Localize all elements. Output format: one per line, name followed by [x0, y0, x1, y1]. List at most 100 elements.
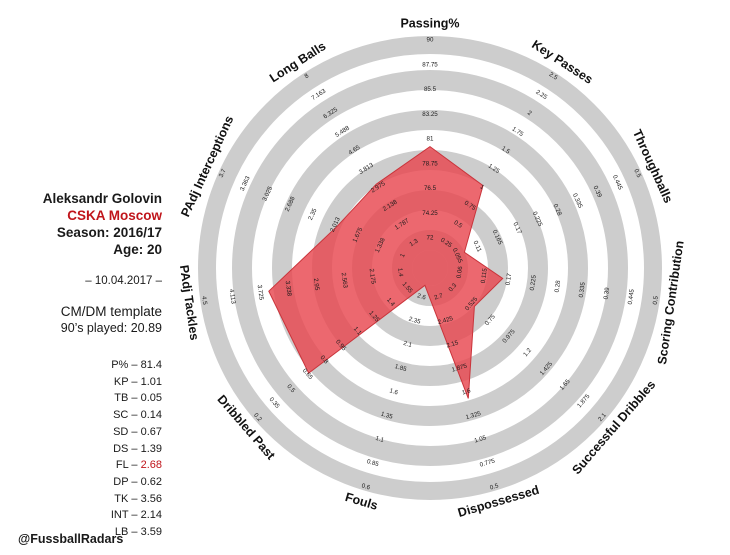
stat-value: 2.68 [140, 459, 162, 472]
stat-value: 2.14 [140, 509, 162, 522]
stat-label: LB – [114, 526, 141, 539]
stat-label: INT – [110, 509, 141, 522]
radar-tick-label: 1.35 [380, 411, 394, 421]
radar-tick-label: 0.5 [453, 219, 464, 230]
stat-value: 0.05 [140, 392, 162, 405]
radar-tick-label: 85.5 [424, 86, 437, 93]
player-value-polygon [268, 145, 504, 399]
stats-list: P% – 81.4 KP – 1.01 TB – 0.05 SC – 0.14 SD –… [60, 357, 162, 541]
stat-value: 3.59 [140, 526, 162, 539]
radar-tick-label: 2.15 [446, 339, 460, 349]
stat-label: SC – [113, 409, 141, 422]
stat-row: TB – 0.05 [60, 390, 162, 407]
radar-tick-label: 0.5 [652, 295, 660, 305]
radar-tick-label: 2.35 [408, 316, 422, 326]
radar-tick-label: 1.5 [500, 145, 511, 156]
stat-row: P% – 81.4 [60, 357, 162, 374]
radar-tick-label: 0.445 [627, 288, 636, 305]
stat-label: TK – [114, 492, 141, 505]
stat-label: SD – [113, 425, 141, 438]
radar-tick-label: 2.425 [437, 315, 454, 326]
stat-row: INT – 2.14 [60, 507, 162, 524]
radar-tick-label: 0.115 [480, 267, 489, 283]
stat-row: DP – 0.62 [60, 474, 162, 491]
stat-row: SC – 0.14 [60, 407, 162, 424]
radar-tick-label: 0.11 [472, 240, 483, 254]
radar-tick-label: 1.6 [389, 387, 400, 396]
radar-tick-label: 78.75 [422, 160, 438, 167]
radar-tick-label: 2 [526, 109, 533, 117]
radar-tick-label: 0.85 [366, 458, 380, 468]
stat-label: TB – [114, 392, 141, 405]
stat-row: LB – 3.59 [60, 524, 162, 541]
stat-label: P% – [111, 359, 141, 371]
minutes-played: 90’s played: 20.89 [60, 321, 162, 335]
radar-tick-label: 2.5 [548, 71, 559, 82]
stat-row: KP – 1.01 [60, 374, 162, 391]
radar-tick-label: 0.5 [489, 482, 500, 491]
stat-value: 81.4 [140, 359, 162, 371]
radar-tick-label: 3.7 [218, 167, 228, 178]
radar-axis-label: Fouls [344, 490, 380, 513]
stat-row: SD – 0.67 [60, 424, 162, 441]
report-date: – 10.04.2017 – [85, 275, 162, 287]
radar-axis-label: Passing% [400, 16, 459, 30]
radar-tick-label: 0.8 [319, 354, 330, 366]
stat-row: TK – 3.56 [60, 491, 162, 508]
radar-tick-label: 1.4 [385, 297, 396, 309]
stat-value: 1.01 [140, 375, 162, 388]
stat-label: DP – [113, 475, 141, 488]
radar-tick-label: 3.338 [284, 280, 293, 297]
radar-ring [272, 110, 588, 426]
radar-tick-label: 1.325 [465, 410, 482, 421]
radar-tick-label: 1.6 [461, 387, 472, 396]
radar-polygon-layer [268, 145, 504, 399]
player-age: Age: 20 [113, 242, 162, 257]
radar-tick-label: 0.06 [456, 265, 465, 278]
radar-tick-label: 0.35 [268, 396, 282, 410]
radar-tick-label: 4.113 [228, 288, 237, 304]
radar-tick-label: 1.3 [408, 237, 419, 248]
radar-tick-label: 0.28 [551, 203, 563, 217]
radar-tick-label: 0.335 [578, 281, 587, 298]
radar-tick-label: 90 [427, 37, 434, 44]
radar-tick-label: 0.5 [632, 168, 642, 179]
radar-tick-label: 1.85 [394, 363, 408, 373]
radar-tick-label: 0.39 [592, 185, 604, 199]
radar-tick-label: 0.17 [511, 221, 523, 235]
stat-value: 0.62 [140, 475, 162, 488]
radar-ring [232, 70, 628, 466]
player-info-panel: Aleksandr Golovin CSKA Moscow Season: 20… [0, 190, 162, 336]
stat-row: DS – 1.39 [60, 441, 162, 458]
template-name: CM/DM template [60, 304, 162, 319]
radar-tick-label: 1.875 [451, 362, 468, 373]
radar-ring [198, 36, 662, 500]
radar-tick-label: 1.2 [522, 347, 533, 359]
stat-label: KP – [113, 375, 141, 388]
radar-tick-label: 2.95 [312, 278, 321, 291]
radar-tick-label: 2.1 [597, 411, 608, 423]
player-name: Aleksandr Golovin [42, 191, 162, 206]
radar-tick-label: 0.775 [479, 457, 496, 468]
radar-tick-label: 4.5 [200, 296, 208, 306]
radar-tick-label: 76.5 [424, 185, 437, 192]
radar-tick-label: 0.28 [554, 279, 563, 292]
radar-tick-label: 1 [478, 183, 485, 191]
radar-tick-label: 83.25 [422, 111, 438, 118]
radar-tick-label: 87.75 [422, 61, 438, 68]
stat-value: 0.14 [140, 409, 162, 422]
radar-tick-label: 3.725 [256, 284, 265, 301]
stat-value: 3.56 [140, 492, 162, 505]
stat-label: FL – [115, 459, 141, 472]
radar-tick-label: 1.1 [352, 325, 363, 337]
radar-tick-label: 1.05 [474, 434, 488, 444]
radar-tick-label: 72 [427, 235, 434, 242]
radar-tick-label: 0.3 [447, 282, 458, 294]
radar-tick-label: 0.225 [529, 274, 538, 291]
radar-tick-label: 0.39 [603, 286, 612, 299]
radar-tick-label: 0.445 [611, 174, 624, 192]
radar-tick-label: 81 [427, 136, 434, 143]
radar-tick-label: 2.563 [340, 272, 349, 289]
credit-handle: @FussballRadars [18, 532, 124, 546]
